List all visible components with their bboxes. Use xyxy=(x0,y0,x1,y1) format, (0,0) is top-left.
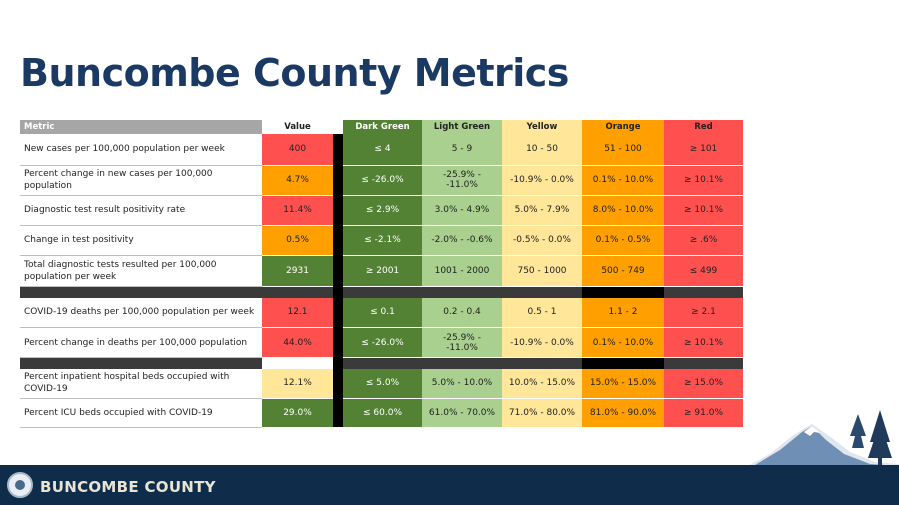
yellow-cell: 71.0% - 80.0% xyxy=(502,398,582,428)
red-cell: ≥ 91.0% xyxy=(664,398,743,428)
value-cell: 44.0% xyxy=(262,327,333,358)
table-row: COVID-19 deaths per 100,000 population p… xyxy=(20,297,743,328)
yellow-header: Yellow xyxy=(502,120,582,134)
yellow-cell: -10.9% - 0.0% xyxy=(502,327,582,358)
orange-cell: 0.1% - 10.0% xyxy=(582,327,664,358)
dark-green-header: Dark Green xyxy=(343,120,422,134)
table-row: Percent change in new cases per 100,000 … xyxy=(20,165,743,196)
orange-cell: 0.1% - 0.5% xyxy=(582,225,664,256)
red-cell: ≥ .6% xyxy=(664,225,743,256)
section-separator xyxy=(20,286,743,298)
orange-cell: 15.0% - 15.0% xyxy=(582,369,664,399)
column-divider xyxy=(333,120,343,134)
footer-brand: BUNCOMBE COUNTY xyxy=(40,478,216,496)
table-row: Diagnostic test result positivity rate 1… xyxy=(20,195,743,226)
orange-cell: 0.1% - 10.0% xyxy=(582,165,664,196)
orange-cell: 8.0% - 10.0% xyxy=(582,195,664,226)
column-divider xyxy=(333,195,343,225)
dark-green-cell: ≤ 5.0% xyxy=(343,369,422,399)
yellow-cell: 5.0% - 7.9% xyxy=(502,195,582,226)
light-green-cell: -2.0% - -0.6% xyxy=(422,225,502,256)
red-cell: ≥ 15.0% xyxy=(664,369,743,399)
dark-green-cell: ≤ 60.0% xyxy=(343,398,422,428)
metric-cell: Diagnostic test result positivity rate xyxy=(20,195,262,226)
section-separator xyxy=(20,357,743,369)
table-row: Percent inpatient hospital beds occupied… xyxy=(20,369,743,399)
footer-bar xyxy=(0,465,899,505)
value-cell: 12.1% xyxy=(262,369,333,399)
column-divider xyxy=(333,134,343,165)
red-cell: ≥ 2.1 xyxy=(664,297,743,328)
orange-cell: 51 - 100 xyxy=(582,134,664,166)
orange-cell: 1.1 - 2 xyxy=(582,297,664,328)
light-green-cell: 5 - 9 xyxy=(422,134,502,166)
dark-green-cell: ≤ -2.1% xyxy=(343,225,422,256)
metric-cell: Percent inpatient hospital beds occupied… xyxy=(20,369,262,399)
dark-green-cell: ≤ -26.0% xyxy=(343,327,422,358)
metric-cell: Percent change in new cases per 100,000 … xyxy=(20,165,262,196)
yellow-cell: -0.5% - 0.0% xyxy=(502,225,582,256)
table-row: New cases per 100,000 population per wee… xyxy=(20,134,743,166)
metric-cell: COVID-19 deaths per 100,000 population p… xyxy=(20,297,262,328)
metric-header: Metric xyxy=(20,120,262,134)
red-cell: ≥ 101 xyxy=(664,134,743,166)
dark-green-cell: ≤ 0.1 xyxy=(343,297,422,328)
column-divider xyxy=(333,369,343,398)
dark-green-cell: ≤ -26.0% xyxy=(343,165,422,196)
value-header: Value xyxy=(262,120,333,134)
value-cell: 11.4% xyxy=(262,195,333,226)
dark-green-cell: ≤ 2.9% xyxy=(343,195,422,226)
red-cell: ≤ 499 xyxy=(664,255,743,287)
red-cell: ≥ 10.1% xyxy=(664,165,743,196)
value-cell: 0.5% xyxy=(262,225,333,256)
metric-cell: Total diagnostic tests resulted per 100,… xyxy=(20,255,262,287)
metric-cell: Change in test positivity xyxy=(20,225,262,256)
red-cell: ≥ 10.1% xyxy=(664,327,743,358)
metric-cell: New cases per 100,000 population per wee… xyxy=(20,134,262,166)
dark-green-cell: ≥ 2001 xyxy=(343,255,422,287)
yellow-cell: 10 - 50 xyxy=(502,134,582,166)
yellow-cell: -10.9% - 0.0% xyxy=(502,165,582,196)
value-cell: 400 xyxy=(262,134,333,166)
metric-cell: Percent ICU beds occupied with COVID-19 xyxy=(20,398,262,428)
value-cell: 29.0% xyxy=(262,398,333,428)
metrics-table: Metric Value Dark Green Light Green Yell… xyxy=(20,120,743,428)
light-green-cell: 0.2 - 0.4 xyxy=(422,297,502,328)
red-cell: ≥ 10.1% xyxy=(664,195,743,226)
page-title: Buncombe County Metrics xyxy=(20,51,569,95)
light-green-cell: 61.0% - 70.0% xyxy=(422,398,502,428)
dark-green-cell: ≤ 4 xyxy=(343,134,422,166)
column-divider xyxy=(333,165,343,195)
county-seal-icon xyxy=(7,472,33,498)
column-divider xyxy=(333,327,343,358)
light-green-cell: -25.9% - -11.0% xyxy=(422,327,502,358)
table-row: Total diagnostic tests resulted per 100,… xyxy=(20,255,743,287)
table-header-row: Metric Value Dark Green Light Green Yell… xyxy=(20,120,743,134)
table-row: Percent ICU beds occupied with COVID-19 … xyxy=(20,398,743,428)
value-cell: 2931 xyxy=(262,255,333,287)
table-row: Percent change in deaths per 100,000 pop… xyxy=(20,327,743,358)
orange-cell: 81.0% - 90.0% xyxy=(582,398,664,428)
table-row: Change in test positivity 0.5% ≤ -2.1% -… xyxy=(20,225,743,256)
value-cell: 4.7% xyxy=(262,165,333,196)
metric-cell: Percent change in deaths per 100,000 pop… xyxy=(20,327,262,358)
column-divider xyxy=(333,255,343,286)
light-green-cell: 3.0% - 4.9% xyxy=(422,195,502,226)
yellow-cell: 0.5 - 1 xyxy=(502,297,582,328)
light-green-cell: 1001 - 2000 xyxy=(422,255,502,287)
column-divider xyxy=(333,297,343,328)
value-cell: 12.1 xyxy=(262,297,333,328)
column-divider xyxy=(333,398,343,427)
red-header: Red xyxy=(664,120,743,134)
light-green-header: Light Green xyxy=(422,120,502,134)
column-divider xyxy=(333,225,343,255)
light-green-cell: 5.0% - 10.0% xyxy=(422,369,502,399)
orange-header: Orange xyxy=(582,120,664,134)
yellow-cell: 750 - 1000 xyxy=(502,255,582,287)
light-green-cell: -25.9% - -11.0% xyxy=(422,165,502,196)
mountain-trees-icon xyxy=(740,410,899,472)
orange-cell: 500 - 749 xyxy=(582,255,664,287)
yellow-cell: 10.0% - 15.0% xyxy=(502,369,582,399)
